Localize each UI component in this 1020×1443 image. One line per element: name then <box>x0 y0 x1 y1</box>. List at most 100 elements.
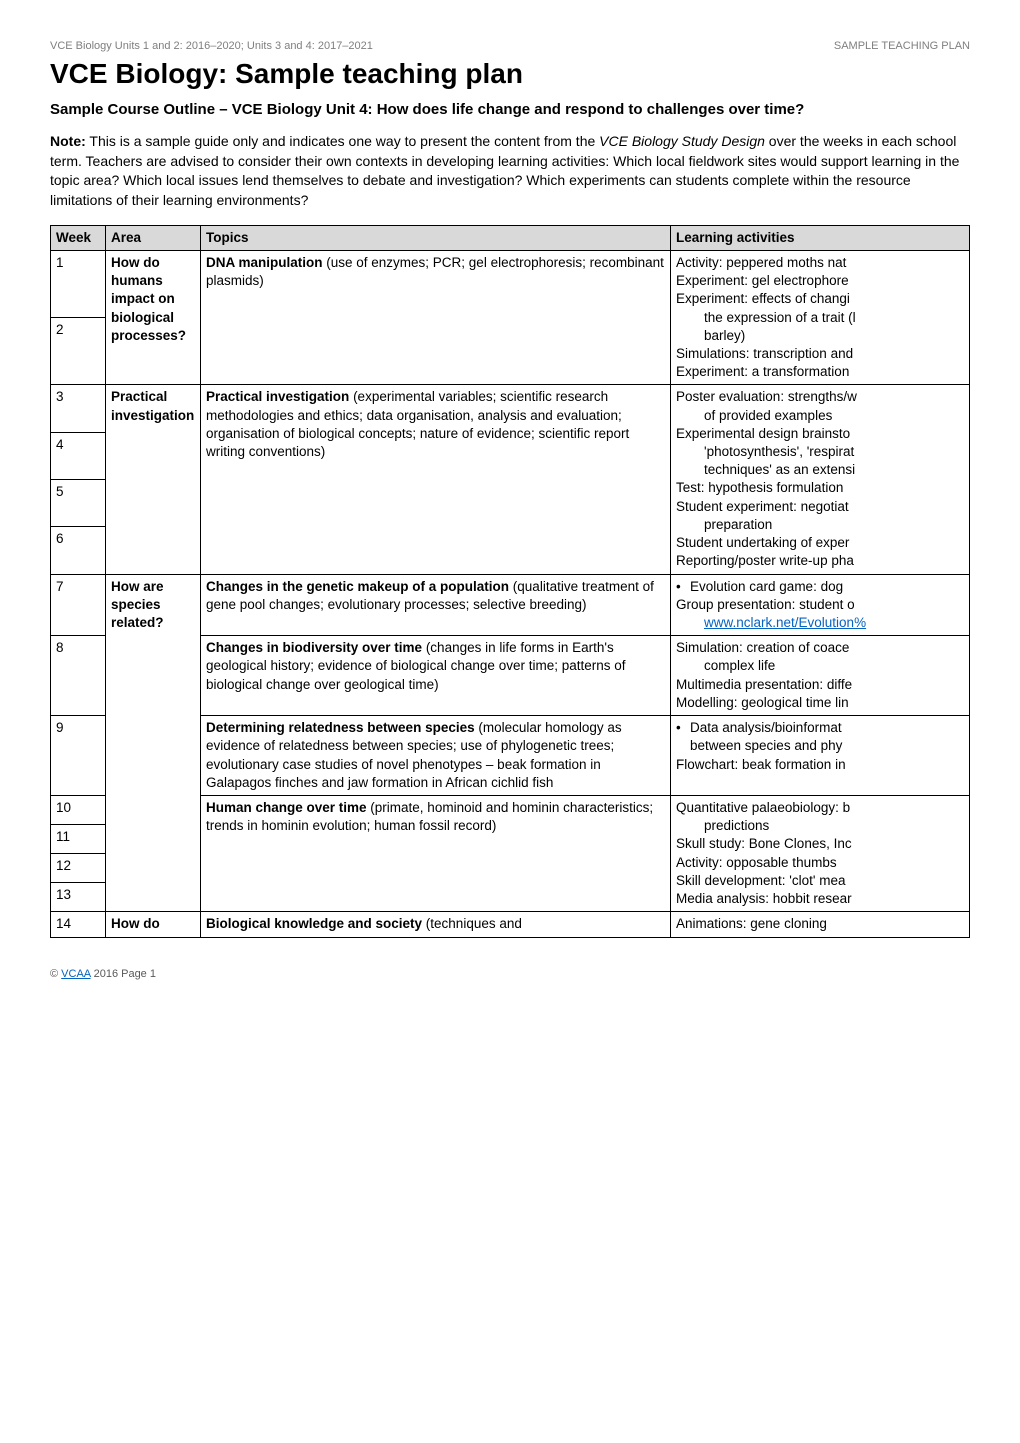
activity-line-indent: predictions <box>676 817 964 835</box>
activity-line: Experiment: effects of changi <box>676 291 850 306</box>
activities-cell: Quantitative palaeobiology: b prediction… <box>671 795 970 911</box>
note-pre: This is a sample guide only and indicate… <box>86 133 599 149</box>
page-title: VCE Biology: Sample teaching plan <box>50 58 970 90</box>
activity-line: Activity: peppered moths nat <box>676 255 846 270</box>
activity-line-indent: between species and phy <box>690 737 964 755</box>
topic-cell: Determining relatedness between species … <box>201 716 671 796</box>
week-cell: 6 <box>51 527 106 574</box>
activity-line: Experiment: a transformation <box>676 364 849 379</box>
note-label: Note: <box>50 133 86 149</box>
activity-line: Activity: opposable thumbs <box>676 855 837 870</box>
week-cell: 8 <box>51 636 106 716</box>
topic-cell: Changes in the genetic makeup of a popul… <box>201 574 671 636</box>
activity-line: Simulation: creation of coace <box>676 640 849 655</box>
note-paragraph: Note: This is a sample guide only and in… <box>50 132 970 210</box>
area-cell: How are species related? <box>106 574 201 912</box>
week-cell: 14 <box>51 912 106 937</box>
week-cell: 4 <box>51 432 106 479</box>
activity-line-indent: complex life <box>676 657 964 675</box>
activities-cell: Poster evaluation: strengths/w of provid… <box>671 385 970 574</box>
teaching-plan-table: Week Area Topics Learning activities 1 H… <box>50 225 970 938</box>
activity-line: Skill development: 'clot' mea <box>676 873 845 888</box>
activity-line: Modelling: geological time lin <box>676 695 849 710</box>
week-cell: 13 <box>51 883 106 912</box>
activity-link-line: www.nclark.net/Evolution% <box>676 614 964 632</box>
topic-cell: Practical investigation (experimental va… <box>201 385 671 574</box>
bullet-icon: • <box>676 719 690 755</box>
week-cell: 5 <box>51 479 106 526</box>
doc-meta-right: SAMPLE TEACHING PLAN <box>834 40 970 52</box>
topic-cell: Changes in biodiversity over time (chang… <box>201 636 671 716</box>
activity-line: Student experiment: negotiat <box>676 499 849 514</box>
activity-line: Test: hypothesis formulation <box>676 480 843 495</box>
area-cell: How do <box>106 912 201 937</box>
activity-line: Evolution card game: dog <box>690 578 964 596</box>
note-italic: VCE Biology Study Design <box>599 133 765 149</box>
activity-line-indent: 'photosynthesis', 'respirat <box>676 443 964 461</box>
week-cell: 3 <box>51 385 106 432</box>
course-subtitle: Sample Course Outline – VCE Biology Unit… <box>50 100 970 120</box>
activities-cell: Simulation: creation of coace complex li… <box>671 636 970 716</box>
activity-bullet: • Evolution card game: dog <box>676 578 964 596</box>
activity-line: Experiment: gel electrophore <box>676 273 849 288</box>
activities-cell: • Data analysis/bioinformat between spec… <box>671 716 970 796</box>
activity-line: Reporting/poster write-up pha <box>676 553 854 568</box>
activities-cell: Activity: peppered moths nat Experiment:… <box>671 250 970 385</box>
activity-line: Animations: gene cloning <box>676 916 827 931</box>
topic-bold: Changes in the genetic makeup of a popul… <box>206 579 509 594</box>
table-header-row: Week Area Topics Learning activities <box>51 225 970 250</box>
activity-line-indent: barley) <box>676 327 964 345</box>
col-week: Week <box>51 225 106 250</box>
activity-line: Media analysis: hobbit resear <box>676 891 852 906</box>
topic-bold: Biological knowledge and society <box>206 916 422 931</box>
footer-year-page: 2016 Page 1 <box>91 968 156 980</box>
activity-line-indent: of provided examples <box>676 407 964 425</box>
activity-line-indent: techniques' as an extensi <box>676 461 964 479</box>
topic-cell: Human change over time (primate, hominoi… <box>201 795 671 911</box>
activity-bullet: • Data analysis/bioinformat between spec… <box>676 719 964 755</box>
week-cell: 11 <box>51 825 106 854</box>
week-cell: 9 <box>51 716 106 796</box>
evolution-link[interactable]: www.nclark.net/Evolution% <box>704 615 866 630</box>
vcaa-link[interactable]: VCAA <box>61 968 90 980</box>
activity-line: Simulations: transcription and <box>676 346 853 361</box>
week-cell: 7 <box>51 574 106 636</box>
activity-line: Quantitative palaeobiology: b <box>676 800 850 815</box>
area-cell: Practical investigation <box>106 385 201 574</box>
topic-bold: Determining relatedness between species <box>206 720 475 735</box>
week-cell: 12 <box>51 854 106 883</box>
topic-bold: Changes in biodiversity over time <box>206 640 422 655</box>
activity-line-indent: preparation <box>676 516 964 534</box>
table-row: 1 How do humans impact on biological pro… <box>51 250 970 317</box>
activity-line: Student undertaking of exper <box>676 535 849 550</box>
activity-line-indent: the expression of a trait (l <box>676 309 964 327</box>
activity-line: Data analysis/bioinformat between specie… <box>690 719 964 755</box>
table-row: 3 Practical investigation Practical inve… <box>51 385 970 432</box>
activity-line: Group presentation: student o <box>676 597 855 612</box>
activity-line: Skull study: Bone Clones, Inc <box>676 836 852 851</box>
topic-text: (techniques and <box>422 916 522 931</box>
topic-cell: Biological knowledge and society (techni… <box>201 912 671 937</box>
topic-bold: DNA manipulation <box>206 255 323 270</box>
col-area: Area <box>106 225 201 250</box>
doc-meta-row: VCE Biology Units 1 and 2: 2016–2020; Un… <box>50 40 970 52</box>
page-footer: © VCAA 2016 Page 1 <box>50 968 970 980</box>
week-cell: 2 <box>51 318 106 385</box>
topic-bold: Practical investigation <box>206 389 349 404</box>
table-row: 7 How are species related? Changes in th… <box>51 574 970 636</box>
week-cell: 10 <box>51 795 106 824</box>
table-row: 14 How do Biological knowledge and socie… <box>51 912 970 937</box>
area-cell: How do humans impact on biological proce… <box>106 250 201 385</box>
col-activities: Learning activities <box>671 225 970 250</box>
activity-line: Multimedia presentation: diffe <box>676 677 852 692</box>
activity-line: Flowchart: beak formation in <box>676 757 846 772</box>
activities-cell: • Evolution card game: dog Group present… <box>671 574 970 636</box>
topic-bold: Human change over time <box>206 800 367 815</box>
footer-copy: © <box>50 968 61 980</box>
doc-meta-left: VCE Biology Units 1 and 2: 2016–2020; Un… <box>50 40 373 52</box>
col-topics: Topics <box>201 225 671 250</box>
bullet-icon: • <box>676 578 690 596</box>
activities-cell: Animations: gene cloning <box>671 912 970 937</box>
week-cell: 1 <box>51 250 106 317</box>
topic-cell: DNA manipulation (use of enzymes; PCR; g… <box>201 250 671 385</box>
